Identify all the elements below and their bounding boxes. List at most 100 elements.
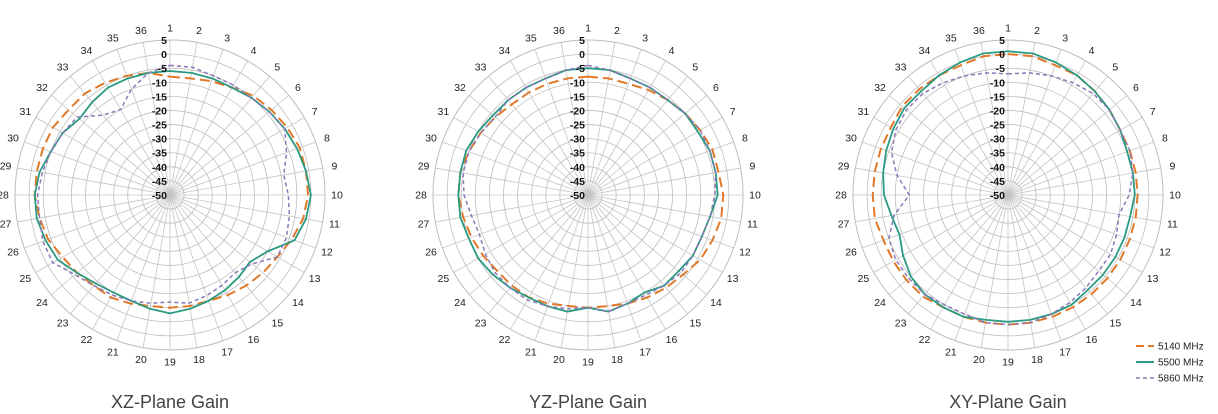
- grid-spoke: [169, 194, 224, 341]
- grid-spoke: [51, 194, 171, 295]
- angle-label: 19: [1002, 357, 1014, 369]
- angle-label: 30: [425, 132, 437, 144]
- grid-spoke: [930, 60, 1009, 196]
- grid-spoke: [889, 194, 1009, 295]
- grid-spoke: [534, 49, 589, 196]
- grid-spoke: [142, 194, 171, 348]
- angle-label: 28: [415, 190, 427, 202]
- angle-label: 24: [454, 297, 466, 309]
- angle-label: 2: [196, 25, 202, 37]
- radial-tick-label: -30: [570, 134, 585, 146]
- radial-tick-label: -35: [152, 148, 167, 160]
- radial-tick-label: -20: [152, 105, 167, 117]
- grid-spoke: [1007, 49, 1062, 196]
- angle-label: 29: [838, 161, 850, 173]
- radial-tick-label: -35: [570, 148, 585, 160]
- angle-label: 10: [749, 190, 761, 202]
- grid-spoke: [980, 42, 1009, 196]
- grid-spoke: [587, 194, 642, 341]
- grid-spoke: [587, 194, 734, 249]
- chart-title: XZ-Plane Gain: [111, 392, 229, 412]
- angle-label: 21: [525, 346, 537, 358]
- grid-spoke: [1007, 95, 1127, 196]
- angle-label: 9: [1170, 161, 1176, 173]
- angle-label: 13: [1147, 273, 1159, 285]
- angle-label: 33: [895, 62, 907, 74]
- angle-label: 21: [107, 346, 119, 358]
- grid-spoke: [587, 76, 688, 196]
- angle-label: 26: [7, 247, 19, 259]
- grid-spoke: [453, 194, 589, 273]
- angle-label: 24: [36, 297, 48, 309]
- radial-tick-label: -45: [152, 176, 167, 188]
- grid-spoke: [51, 95, 171, 196]
- angle-label: 23: [475, 317, 487, 329]
- grid-spoke: [17, 167, 171, 196]
- radial-tick-label: -5: [576, 63, 585, 75]
- chart-title: YZ-Plane Gain: [529, 392, 647, 412]
- angle-label: 27: [418, 219, 430, 231]
- angle-label: 18: [193, 354, 205, 366]
- radial-tick-label: -5: [158, 63, 167, 75]
- angle-label: 6: [1133, 82, 1139, 94]
- angle-label: 34: [499, 45, 511, 57]
- angle-label: 22: [81, 334, 93, 346]
- angle-label: 35: [107, 33, 119, 45]
- grid-spoke: [873, 194, 1009, 273]
- angle-label: 22: [919, 334, 931, 346]
- angle-label: 21: [945, 346, 957, 358]
- grid-spoke: [1007, 76, 1108, 196]
- grid-spoke: [70, 194, 171, 314]
- grid-spoke: [169, 117, 305, 196]
- radial-tick-label: -40: [152, 162, 167, 174]
- chart-title: XY-Plane Gain: [949, 392, 1066, 412]
- angle-label: 14: [292, 297, 304, 309]
- grid-spoke: [510, 194, 589, 330]
- angle-label: 32: [454, 82, 466, 94]
- grid-spoke: [560, 42, 589, 196]
- radial-tick-label: -10: [990, 77, 1005, 89]
- angle-label: 9: [332, 161, 338, 173]
- grid-spoke: [587, 49, 642, 196]
- radial-tick-label: 5: [999, 35, 1005, 47]
- grid-spoke: [92, 60, 171, 196]
- radial-tick-label: -10: [570, 77, 585, 89]
- polar-chart-xz-plane-gain: 1 234567891011121314151617181920212223242…: [0, 23, 343, 413]
- grid-spoke: [469, 95, 589, 196]
- grid-spoke: [587, 194, 666, 330]
- angle-label: 32: [874, 82, 886, 94]
- legend-label-5860: 5860 MHz: [1158, 374, 1204, 385]
- angle-label: 24: [874, 297, 886, 309]
- radial-tick-label: -5: [996, 63, 1005, 75]
- angle-label: 15: [690, 317, 702, 329]
- angle-label: 4: [251, 45, 257, 57]
- radial-tick-label: 5: [579, 35, 585, 47]
- angle-label: 32: [36, 82, 48, 94]
- legend-label-5500: 5500 MHz: [1158, 358, 1204, 369]
- grid-spoke: [855, 167, 1009, 196]
- angle-label: 25: [438, 273, 450, 285]
- angle-label: 13: [727, 273, 739, 285]
- radial-tick-label: -50: [570, 190, 585, 202]
- radial-tick-label: -50: [990, 190, 1005, 202]
- radial-tick-label: -15: [152, 91, 167, 103]
- grid-spoke: [510, 60, 589, 196]
- angle-label: 28: [835, 190, 847, 202]
- grid-spoke: [469, 194, 589, 295]
- grid-spoke: [954, 49, 1009, 196]
- angle-label: 20: [973, 354, 985, 366]
- grid-spoke: [587, 194, 616, 348]
- grid-spoke: [169, 167, 323, 196]
- angle-label: 12: [321, 247, 333, 259]
- angle-label: 29: [418, 161, 430, 173]
- angle-label: 25: [20, 273, 32, 285]
- grid-spoke: [169, 194, 305, 273]
- radial-tick-label: -10: [152, 77, 167, 89]
- grid-spoke: [587, 194, 688, 314]
- grid-spoke: [587, 60, 666, 196]
- grid-spoke: [24, 141, 171, 196]
- angle-label: 14: [710, 297, 722, 309]
- grid-spoke: [35, 117, 171, 196]
- angle-label: 5: [274, 62, 280, 74]
